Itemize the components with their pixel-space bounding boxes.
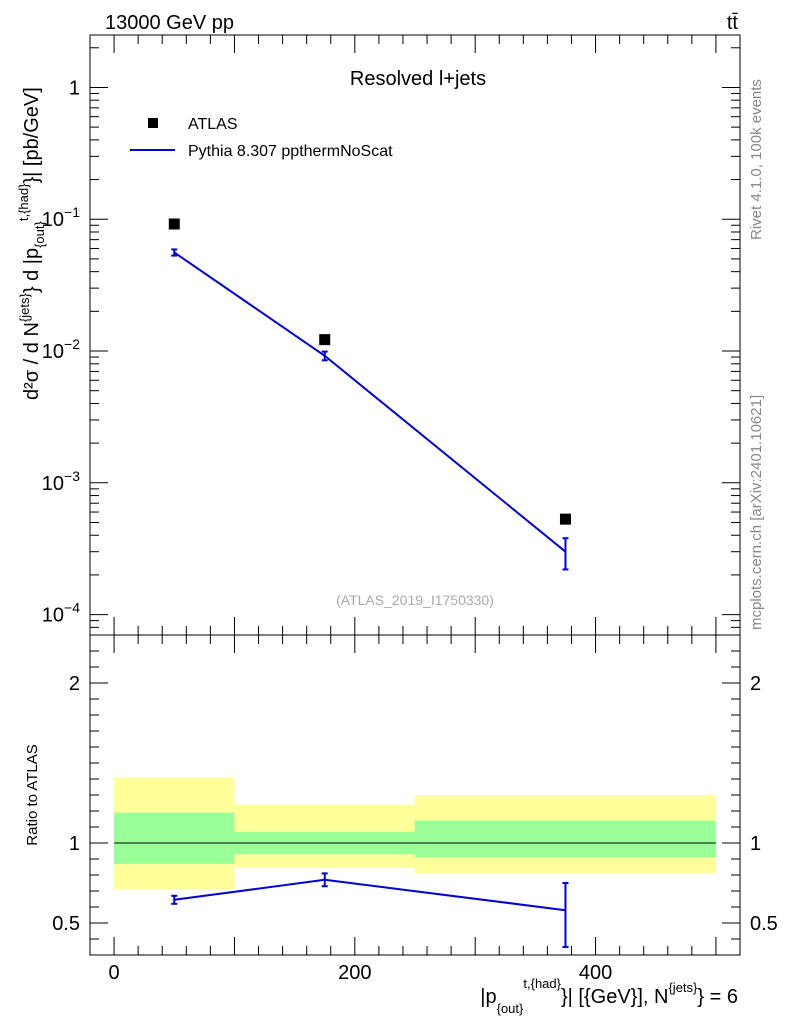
ratio-band-inner	[114, 812, 235, 864]
ratio-xlabel-part-1: |p	[480, 986, 496, 1008]
ratio-data-layer	[171, 872, 569, 948]
main-ylabel-jets: {jets}	[17, 293, 32, 323]
ratio-ytick-label-right: 0.5	[750, 913, 778, 935]
ratio-band-inner	[415, 820, 716, 858]
ratio-ytick-label: 2	[69, 673, 80, 695]
ratio-xlabel-jets: {jets}	[668, 980, 698, 995]
legend-atlas-label: ATLAS	[188, 116, 238, 133]
ratio-xlabel: |p{out} t,{had}}| [{GeV}], N{jets}} = 6	[480, 976, 738, 1016]
ratio-ticks: 0.5 0.5 1 1 2 2 0 200 400	[52, 635, 778, 984]
main-ytick-exponent: −1	[64, 204, 80, 220]
ratio-ylabel: Ratio to ATLAS	[24, 744, 41, 845]
main-ytick-base: 1	[69, 77, 80, 99]
ratio-xlabel-part-2: }| [{GeV}], N	[561, 986, 668, 1008]
main-ytick-base: 10	[42, 473, 64, 495]
main-ytick-exponent: −2	[64, 336, 80, 352]
ratio-ytick-label: 1	[69, 833, 80, 855]
main-ylabel-part-3: }| [pb/GeV]	[21, 87, 43, 183]
analysis-watermark: (ATLAS_2019_I1750330)	[336, 592, 494, 608]
main-ytick-label: 10−2	[42, 336, 80, 363]
main-ytick-exponent: −4	[64, 600, 80, 616]
main-ticks: 110−110−210−310−4	[42, 35, 740, 636]
ratio-ytick-label: 0.5	[52, 913, 80, 935]
main-ytick-label: 10−4	[42, 600, 80, 627]
main-ytick-label: 10−3	[42, 468, 80, 495]
main-ylabel: d²σ / d N{jets}} d |p{out}t,{had}}| [pb/…	[16, 87, 47, 400]
ratio-ytick-label-right: 2	[750, 673, 761, 695]
main-ylabel-part-2: } d |p	[21, 248, 43, 293]
main-panel: 110−110−210−310−4 Resolved l+jets (ATLAS…	[16, 34, 741, 636]
main-ylabel-part-1: d²σ / d N	[21, 322, 43, 400]
main-title: Resolved l+jets	[350, 68, 486, 90]
ratio-xlabel-out: {out}	[497, 1001, 524, 1016]
main-ytick-label: 10−1	[42, 204, 80, 231]
atlas-data-point	[168, 218, 180, 230]
header-left: 13000 GeV pp	[105, 12, 234, 34]
atlas-data-point	[559, 513, 571, 525]
ratio-xtick-label: 0	[109, 962, 120, 984]
mc-line	[173, 251, 567, 553]
main-ylabel-out: {out}	[32, 221, 47, 248]
atlas-data-point	[319, 334, 331, 346]
main-ytick-label: 1	[69, 77, 80, 99]
rivet-label: Rivet 4.1.0, 100k events	[748, 79, 765, 240]
main-ytick-exponent: −3	[64, 468, 80, 484]
main-ytick-base: 10	[42, 605, 64, 627]
ratio-bands	[114, 777, 716, 890]
header-right: tt̄	[727, 12, 739, 34]
main-data-layer	[168, 218, 571, 571]
main-ytick-base: 10	[42, 209, 64, 231]
ratio-xtick-label: 400	[579, 962, 612, 984]
main-ylabel-had: t,{had}	[16, 183, 31, 221]
legend-mc-label: Pythia 8.307 ppthermNoScat	[188, 143, 393, 160]
main-ytick-base: 10	[42, 341, 64, 363]
mcplots-label: mcplots.cern.ch [arXiv:2401.10621]	[748, 395, 765, 630]
ratio-xlabel-had: t,{had}	[523, 976, 561, 991]
legend-atlas-marker	[148, 118, 158, 128]
legend: ATLAS Pythia 8.307 ppthermNoScat	[130, 116, 393, 160]
ratio-panel: 0.5 0.5 1 1 2 2 0 200 400 Ratio to ATLAS |p{out}…	[24, 634, 778, 1016]
ratio-xlabel-part-3: } = 6	[697, 986, 738, 1008]
ratio-xtick-label: 200	[338, 962, 371, 984]
ratio-ytick-label-right: 1	[750, 833, 761, 855]
ratio-frame	[89, 634, 741, 956]
